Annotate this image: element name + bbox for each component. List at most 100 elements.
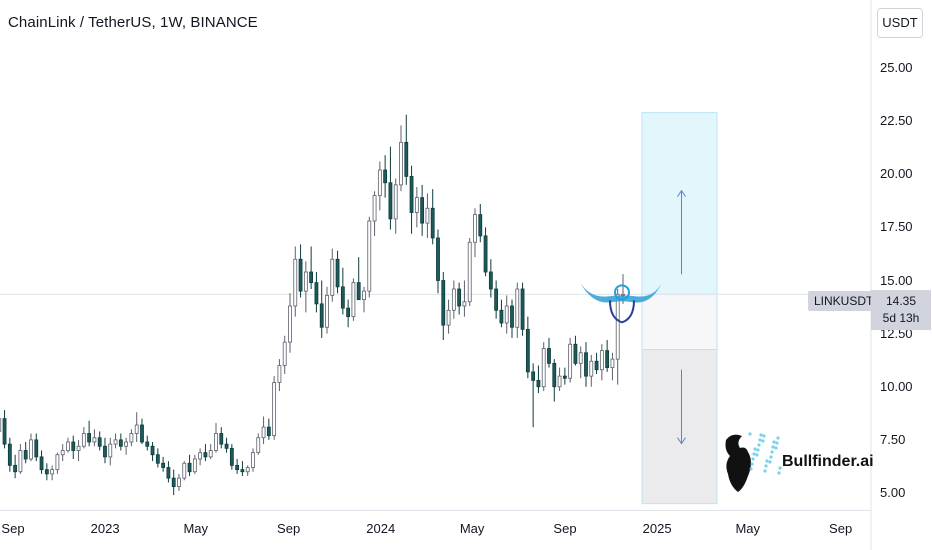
candle	[557, 367, 562, 391]
candle-body	[314, 282, 319, 305]
logo-dot	[770, 450, 774, 454]
candle	[562, 367, 567, 385]
candle-body	[346, 307, 351, 318]
bull-face	[609, 300, 635, 324]
candle-body	[515, 288, 520, 328]
candle-body	[140, 424, 144, 443]
currency-button[interactable]: USDT	[877, 8, 923, 38]
candle-body	[203, 452, 208, 458]
logo-dot	[755, 453, 759, 457]
candle	[356, 257, 361, 301]
logo-dot	[778, 466, 782, 470]
candle-body	[124, 441, 129, 447]
bull-logo-icon	[580, 282, 662, 324]
time-tick-label: Sep	[553, 521, 577, 536]
logo-dot	[765, 459, 769, 463]
candle	[330, 248, 335, 302]
candle-body	[536, 379, 541, 388]
candle	[150, 442, 155, 462]
time-tick-label: Sep	[277, 521, 301, 536]
candle	[129, 429, 134, 447]
candle	[573, 335, 578, 366]
candle	[208, 444, 213, 459]
candle-body	[293, 258, 298, 307]
candle	[55, 452, 60, 474]
candle	[325, 286, 329, 334]
candle	[319, 280, 324, 338]
last-price-label: 14.35 5d 13h	[871, 290, 931, 330]
candle-body	[288, 305, 292, 343]
candle	[531, 363, 536, 428]
candle-body	[552, 362, 557, 388]
bull-nose	[614, 284, 630, 301]
candle-body	[409, 175, 414, 213]
candle-body	[261, 426, 266, 439]
candle-body	[467, 241, 472, 303]
candle-body	[372, 195, 377, 222]
candle-body	[605, 350, 610, 369]
candle-body	[161, 462, 166, 468]
candle-body	[367, 220, 372, 292]
candle-body	[240, 469, 245, 473]
candle-body	[187, 462, 192, 473]
entry-zone	[641, 293, 718, 351]
candle-body	[531, 371, 536, 381]
candle-body	[97, 437, 102, 447]
candle	[584, 342, 588, 387]
candle	[161, 456, 166, 472]
candle	[494, 280, 499, 319]
candle	[155, 448, 160, 468]
candle	[314, 272, 319, 313]
candle	[578, 346, 583, 379]
candle	[293, 246, 298, 317]
candle	[240, 461, 245, 476]
candle-body	[594, 360, 599, 371]
candle	[124, 437, 129, 455]
candle	[499, 299, 504, 328]
logo-dot	[776, 436, 780, 440]
candle	[367, 216, 372, 298]
candle-body	[208, 450, 213, 458]
candle-body	[134, 424, 139, 434]
candle-body	[462, 301, 467, 307]
candle	[615, 289, 620, 385]
candle-body	[451, 288, 456, 311]
candle	[568, 337, 573, 383]
candle-body	[446, 309, 451, 326]
candle-body	[13, 464, 18, 473]
target-zone	[641, 112, 718, 295]
candle	[2, 410, 7, 449]
candle	[224, 437, 229, 453]
candle	[171, 469, 176, 496]
candle	[145, 435, 150, 451]
candle	[362, 286, 366, 313]
candle	[309, 246, 314, 289]
candle-body	[319, 303, 324, 328]
candle-body	[76, 445, 81, 451]
candle-body	[520, 288, 525, 330]
candle	[399, 125, 403, 192]
candle	[87, 420, 92, 447]
logo-dot	[759, 433, 763, 437]
time-tick-label: 2024	[366, 521, 396, 536]
candle-body	[34, 439, 39, 458]
candle	[50, 465, 55, 481]
candle	[393, 178, 398, 234]
candle-body	[44, 469, 49, 475]
candle	[520, 282, 525, 336]
last-price: 14.35	[885, 294, 917, 308]
candle-body	[219, 433, 224, 445]
candle-body	[473, 214, 477, 243]
candle-body	[335, 258, 340, 288]
time-tick-label: 2023	[90, 521, 120, 536]
candle	[214, 422, 218, 453]
price-tick-label: 5.00	[880, 485, 906, 500]
candle	[420, 184, 425, 236]
candle	[457, 282, 462, 315]
candle	[229, 444, 234, 470]
candle-body	[615, 293, 620, 360]
candle	[71, 435, 76, 459]
time-tick-label: 2025	[642, 521, 672, 536]
logo-dot	[757, 443, 761, 447]
